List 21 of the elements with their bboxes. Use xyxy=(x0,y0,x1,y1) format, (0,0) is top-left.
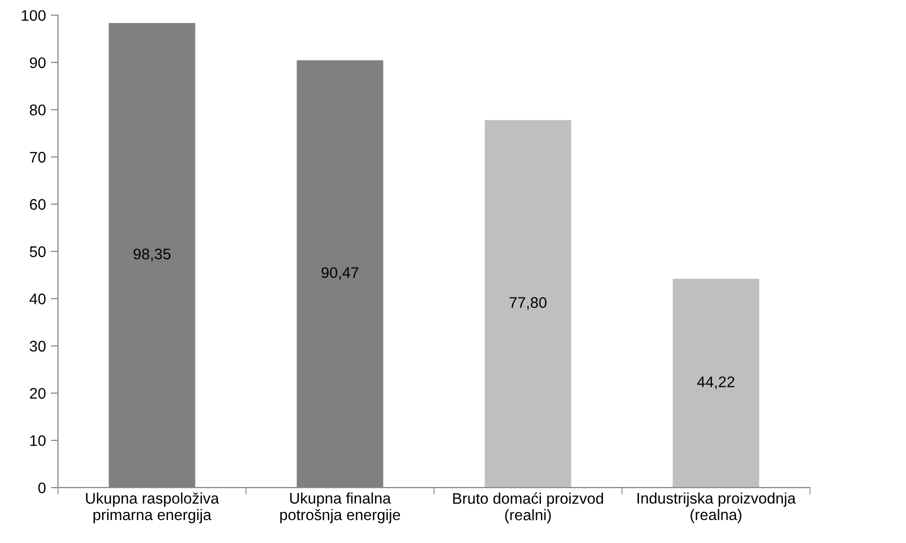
y-tick-label: 70 xyxy=(30,152,46,163)
bar xyxy=(484,120,572,488)
y-tick-label: 60 xyxy=(30,199,46,210)
data-label: 77,80 xyxy=(510,297,546,310)
y-tick-label: 100 xyxy=(22,10,46,21)
y-tick-label: 10 xyxy=(30,435,46,446)
y-tick-label: 0 xyxy=(38,482,46,494)
y-tick-label: 40 xyxy=(30,294,46,304)
x-tick-label: Ukupna finalna potrošnja energije xyxy=(280,492,400,524)
data-label: 90,47 xyxy=(322,267,358,280)
y-tick-label: 30 xyxy=(30,340,46,352)
x-tick-label: Industrijska proizvodnja (realna) xyxy=(638,492,796,524)
y-tick-label: 20 xyxy=(30,388,46,399)
y-tick-label: 80 xyxy=(30,104,46,116)
x-tick-label: Ukupna raspoloživa primarna energija xyxy=(86,492,220,524)
x-tick-label: Bruto domaći proizvod (realni) xyxy=(453,492,603,524)
y-tick-label: 90 xyxy=(30,57,46,68)
y-tick-label: 50 xyxy=(30,246,46,258)
bar xyxy=(672,278,760,488)
data-label: 44,22 xyxy=(697,376,734,390)
data-label: 98,35 xyxy=(134,248,170,262)
